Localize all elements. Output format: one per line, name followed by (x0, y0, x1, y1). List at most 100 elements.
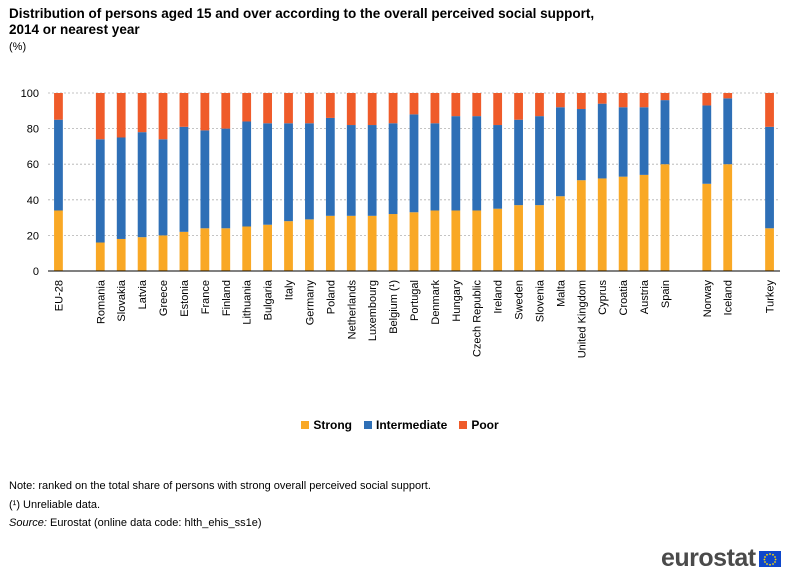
bar-intermediate (514, 119, 523, 206)
bar-strong (576, 180, 586, 271)
bar-strong (284, 221, 293, 271)
x-tick-label: Turkey (765, 280, 777, 314)
bar-poor (430, 93, 440, 124)
bar-strong (723, 164, 733, 271)
bar-poor (137, 93, 147, 133)
x-tick-label: Slovakia (116, 279, 128, 321)
bar-strong (597, 178, 607, 271)
bar-strong (702, 183, 712, 271)
source-line: Source: Eurostat (online data code: hlth… (9, 517, 262, 529)
bar-poor (639, 93, 649, 108)
unit-label: (%) (9, 41, 27, 53)
bar-strong (409, 212, 419, 271)
x-tick-label: Iceland (723, 280, 735, 315)
bar-strong (472, 210, 482, 271)
bar-poor (556, 93, 565, 108)
bar-strong (556, 196, 565, 271)
stacked-bar-chart: 0 20 40 60 80 100 EU-28 Romania Slovakia Latvia Gr… (21, 88, 780, 358)
bar-strong (179, 231, 189, 271)
bar-intermediate (221, 128, 231, 229)
bar-strong (367, 215, 377, 271)
bar-intermediate (639, 107, 649, 175)
bar-strong (430, 210, 440, 271)
bar-strong (346, 215, 356, 271)
bar-poor (765, 93, 774, 127)
y-tick-label: 20 (27, 230, 39, 242)
bar-poor (158, 93, 168, 140)
bar-intermediate (179, 126, 189, 232)
bar-poor (179, 93, 189, 127)
bar-poor (305, 93, 314, 124)
bar-strong (116, 238, 126, 271)
bar-strong (493, 208, 503, 271)
bar-poor (242, 93, 252, 122)
bar-strong (388, 214, 398, 271)
bar-strong (305, 219, 314, 271)
x-tick-label: Belgium (¹) (388, 280, 400, 334)
bar-poor (367, 93, 377, 126)
eurostat-logo: eurostat (661, 544, 781, 573)
bar-poor (597, 93, 607, 104)
bar-poor (660, 93, 670, 101)
source-label: Source: (9, 517, 47, 529)
bar-strong (137, 237, 147, 271)
x-tick-label: United Kingdom (576, 280, 588, 358)
bar-intermediate (200, 130, 210, 229)
bar-strong (639, 174, 649, 271)
x-tick-label: Portugal (409, 280, 421, 321)
bar-poor (346, 93, 356, 126)
x-tick-label: Czech Republic (472, 280, 484, 358)
bar-intermediate (263, 123, 272, 225)
bar-strong (325, 215, 335, 271)
bar-intermediate (284, 123, 293, 222)
x-tick-label: Germany (304, 280, 316, 326)
bar-strong (200, 228, 210, 271)
bar-poor (200, 93, 210, 131)
bar-poor (284, 93, 293, 124)
logo-text: eurostat (661, 544, 756, 572)
bar-strong (221, 228, 231, 271)
bar-intermediate (493, 125, 503, 209)
x-tick-label: Finland (221, 280, 233, 316)
bar-strong (242, 226, 252, 271)
bar-intermediate (305, 123, 314, 220)
bar-intermediate (346, 125, 356, 216)
bar-poor (535, 93, 544, 117)
source-text: Eurostat (online data code: hlth_ehis_ss… (46, 517, 262, 529)
bar-intermediate (660, 100, 670, 165)
x-tick-label: EU-28 (53, 280, 65, 311)
bar-intermediate (597, 103, 607, 179)
bar-intermediate (95, 139, 105, 243)
x-tick-label: Netherlands (346, 280, 358, 340)
bar-intermediate (54, 119, 63, 211)
bar-intermediate (409, 114, 419, 213)
bar-strong (618, 176, 628, 271)
legend-item-strong: Strong (301, 418, 352, 432)
bar-poor (409, 93, 419, 115)
bar-intermediate (576, 109, 586, 181)
bar-intermediate (158, 139, 168, 236)
legend-label-poor: Poor (471, 418, 499, 432)
bar-intermediate (765, 126, 774, 229)
bar-poor (514, 93, 523, 120)
x-tick-label: Malta (555, 279, 567, 307)
bar-intermediate (430, 123, 440, 211)
legend-swatch-intermediate (363, 421, 372, 429)
x-tick-label: Norway (702, 280, 714, 318)
bar-poor (576, 93, 586, 110)
bar-poor (472, 93, 482, 117)
bar-intermediate (451, 116, 461, 211)
legend-swatch-poor (459, 421, 468, 429)
x-tick-label: Ireland (493, 280, 505, 314)
bar-intermediate (367, 125, 377, 216)
bar-poor (54, 93, 63, 120)
bar-strong (660, 164, 670, 271)
x-tick-label: Austria (639, 279, 651, 314)
x-tick-label: Poland (325, 280, 337, 314)
x-tick-label: Croatia (618, 279, 630, 315)
legend-item-intermediate: Intermediate (363, 418, 447, 432)
bar-intermediate (388, 123, 398, 215)
bar-strong (263, 224, 272, 271)
x-tick-label: Estonia (179, 279, 191, 317)
y-tick-label: 80 (27, 124, 39, 136)
